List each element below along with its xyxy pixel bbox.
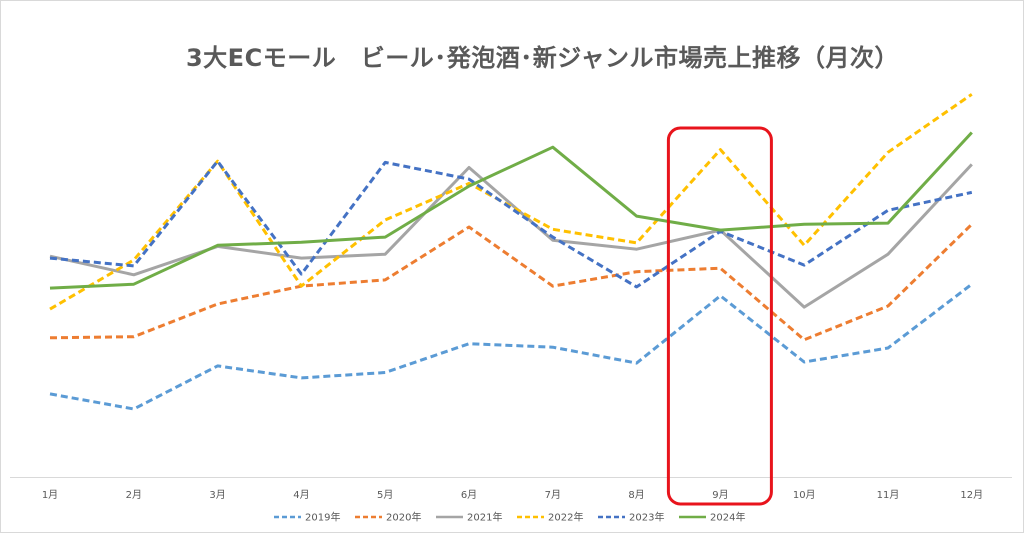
series-line-2019年 <box>49 283 973 411</box>
x-tick-label: 4月 <box>293 489 309 501</box>
plot-area <box>49 93 973 411</box>
x-tick-label: 11月 <box>877 489 900 501</box>
x-tick-label: 6月 <box>461 489 477 501</box>
legend-label: 2023年 <box>629 511 664 524</box>
x-tick-label: 1月 <box>42 489 58 501</box>
series-line-2023年 <box>49 159 973 289</box>
series-line-2020年 <box>49 223 973 342</box>
series-line-2022年 <box>49 93 973 311</box>
x-tick-label: 9月 <box>712 489 728 501</box>
legend-label: 2022年 <box>548 511 583 524</box>
legend-label: 2019年 <box>305 511 340 524</box>
legend-label: 2024年 <box>710 511 745 524</box>
series-line-2021年 <box>49 163 973 309</box>
highlight-rectangle <box>666 126 773 506</box>
legend-label: 2021年 <box>467 511 502 524</box>
x-tick-label: 5月 <box>377 489 393 501</box>
x-axis-tick-labels: 1月 2月 3月 4月 5月 6月 7月 8月 9月 10月 11月 12月 <box>42 489 983 501</box>
x-tick-label: 8月 <box>628 489 644 501</box>
x-tick-label: 12月 <box>960 489 983 501</box>
legend: 2019年 2020年 2021年 2022年 2023年 2024年 <box>274 511 745 524</box>
x-tick-label: 2月 <box>126 489 142 501</box>
highlight-box <box>666 126 773 506</box>
legend-label: 2020年 <box>386 511 421 524</box>
x-tick-label: 3月 <box>209 489 225 501</box>
x-tick-label: 7月 <box>545 489 561 501</box>
chart-title: 3大ECモール ビール･発泡酒･新ジャンル市場売上推移（月次） <box>185 44 899 72</box>
series-line-2024年 <box>49 131 973 290</box>
x-tick-label: 10月 <box>793 489 816 501</box>
